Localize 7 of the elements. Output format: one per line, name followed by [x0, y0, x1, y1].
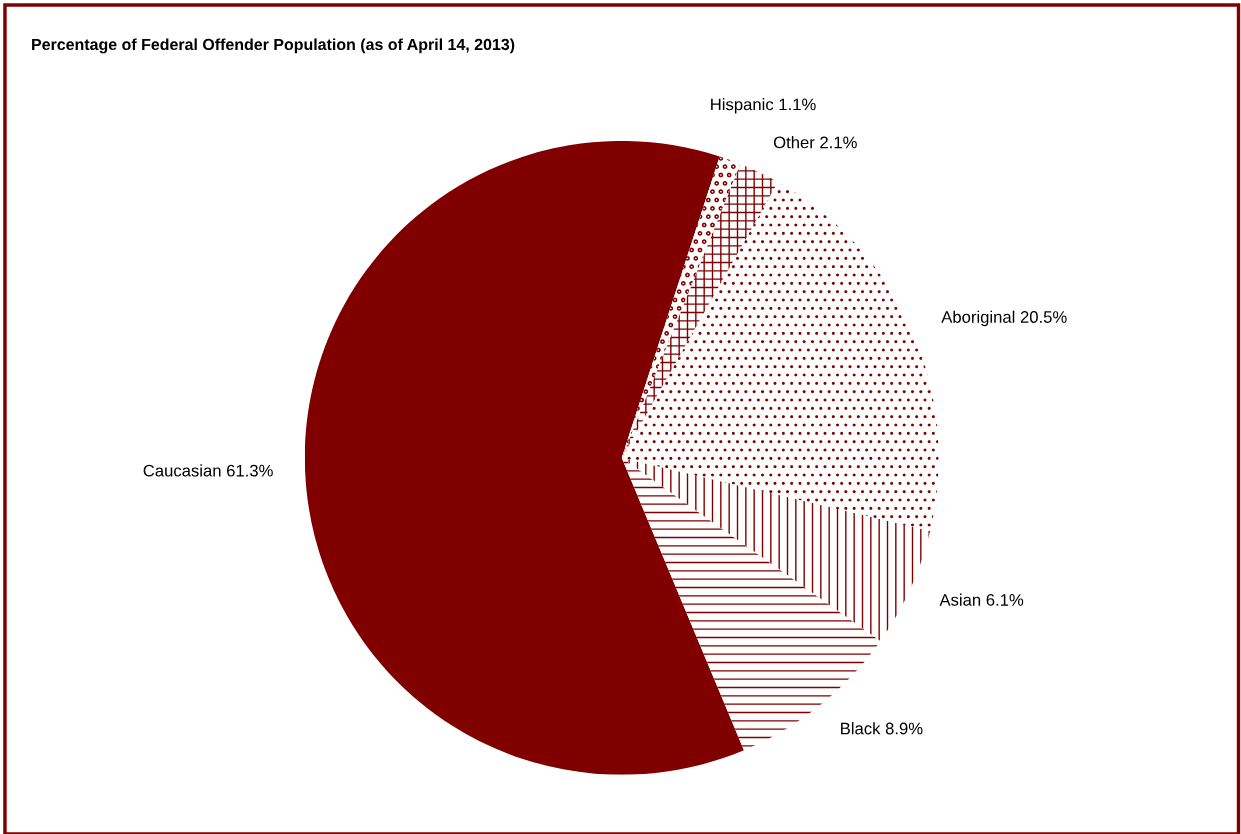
chart-title: Percentage of Federal Offender Population (as of April 14, 2013): [32, 38, 515, 54]
slice-label: Black 8.9%: [841, 722, 923, 735]
slice-label: Hispanic 1.1%: [711, 98, 816, 114]
slice-label: Caucasian 61.3%: [143, 464, 273, 477]
slice-label: Other 2.1%: [773, 136, 857, 149]
slice-label: Asian 6.1%: [939, 593, 1024, 606]
slice-label: Aboriginal 20.5%: [941, 310, 1067, 327]
